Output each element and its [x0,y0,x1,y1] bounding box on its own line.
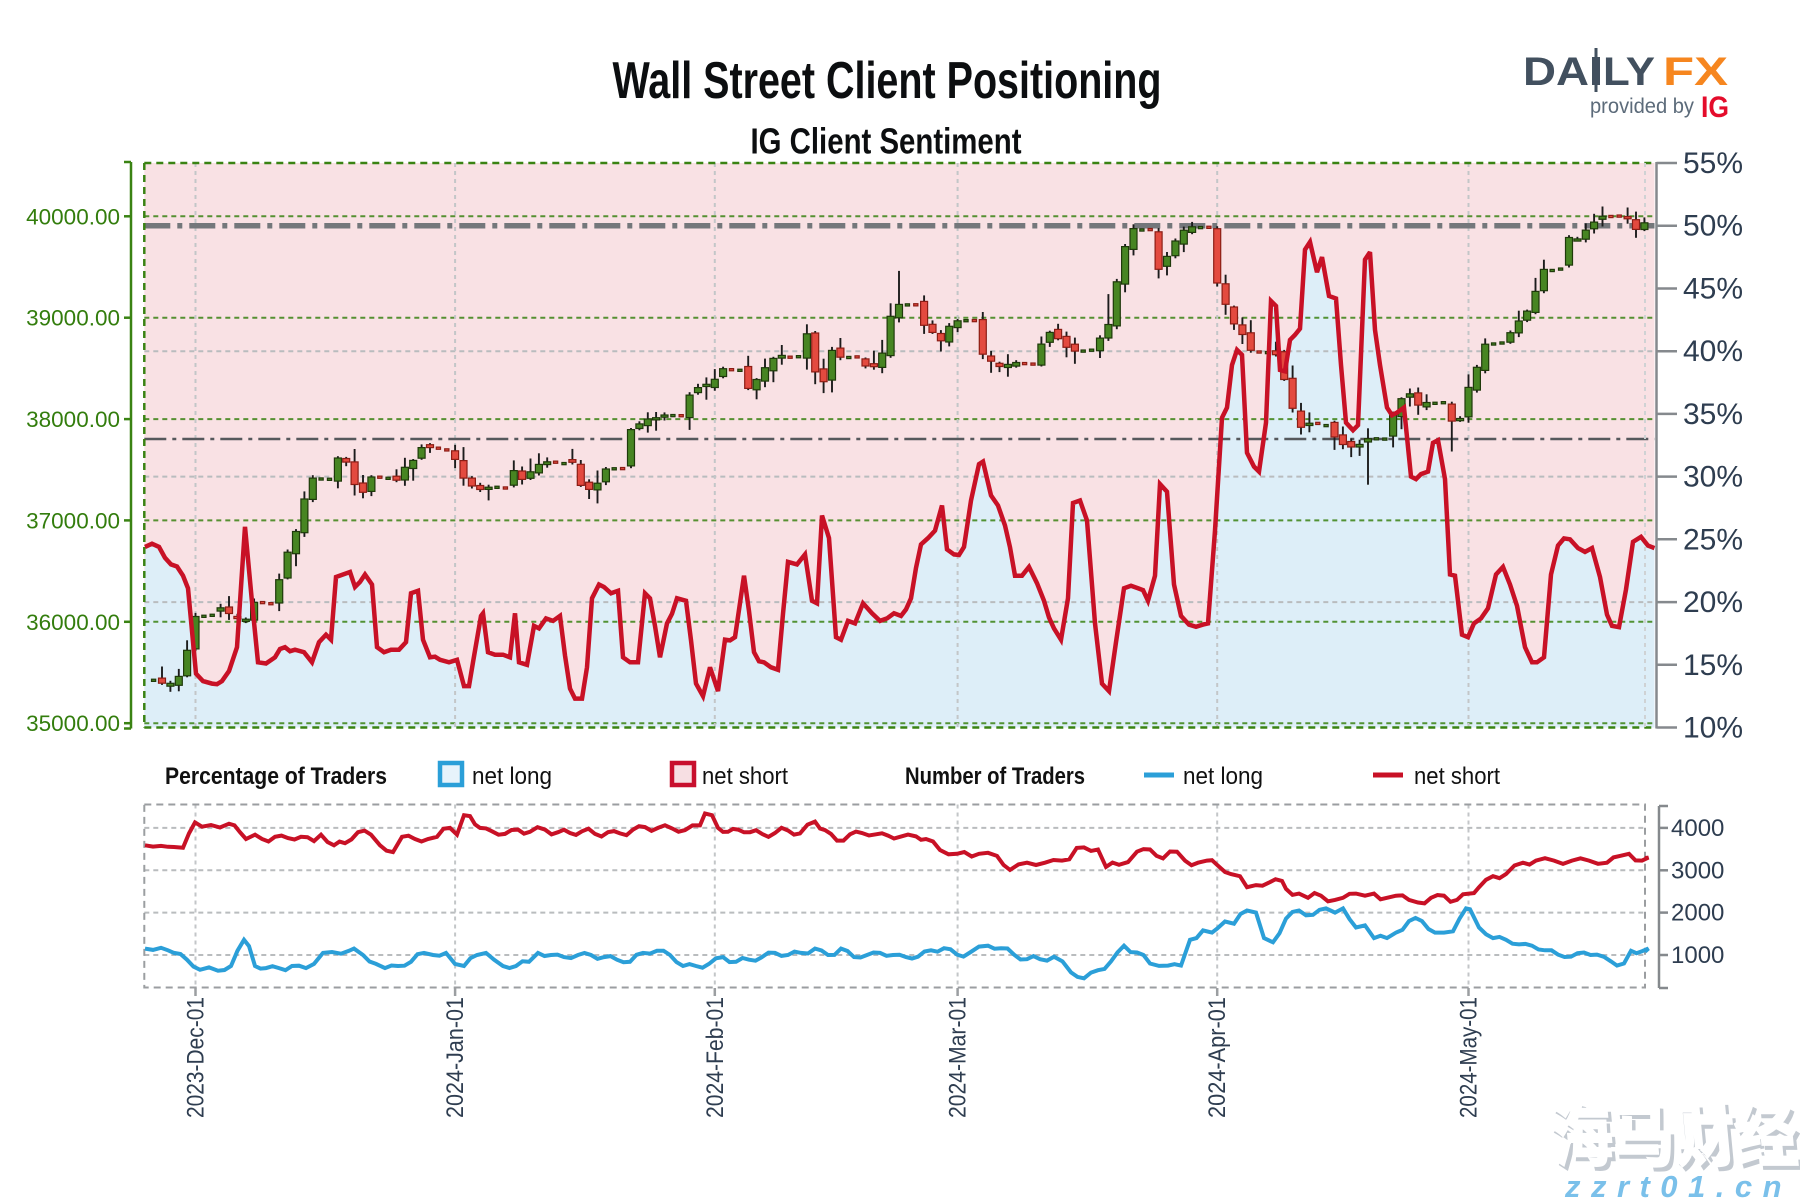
svg-text:net short: net short [702,763,788,790]
svg-text:50%: 50% [1683,210,1743,243]
svg-text:55%: 55% [1683,147,1743,180]
svg-text:39000.00: 39000.00 [26,306,120,331]
svg-text:1000: 1000 [1671,942,1724,969]
svg-text:zzrt01.cn: zzrt01.cn [1564,1169,1793,1200]
svg-text:15%: 15% [1683,649,1743,682]
svg-text:IG Client Sentiment: IG Client Sentiment [751,121,1022,162]
svg-text:2024-Apr-01: 2024-Apr-01 [1204,997,1231,1118]
svg-text:25%: 25% [1683,523,1743,556]
svg-text:30%: 30% [1683,461,1743,494]
svg-text:2000: 2000 [1671,900,1724,927]
svg-text:2024-Jan-01: 2024-Jan-01 [442,997,469,1118]
svg-text:37000.00: 37000.00 [26,508,120,533]
svg-text:net long: net long [472,763,552,790]
svg-text:35000.00: 35000.00 [26,711,120,736]
svg-text:LY: LY [1603,50,1655,94]
svg-text:38000.00: 38000.00 [26,407,120,432]
svg-text:2023-Dec-01: 2023-Dec-01 [183,997,210,1118]
svg-text:Number of Traders: Number of Traders [905,763,1085,790]
svg-text:45%: 45% [1683,273,1743,306]
svg-text:Wall Street Client Positioning: Wall Street Client Positioning [613,52,1162,110]
svg-text:40%: 40% [1683,335,1743,368]
svg-text:40000.00: 40000.00 [26,204,120,229]
svg-text:FX: FX [1663,50,1728,94]
svg-text:20%: 20% [1683,586,1743,619]
svg-text:2024-May-01: 2024-May-01 [1456,997,1483,1118]
svg-text:net short: net short [1414,763,1500,790]
svg-text:DA: DA [1523,50,1589,94]
svg-text:Percentage of Traders: Percentage of Traders [165,763,387,790]
svg-text:2024-Mar-01: 2024-Mar-01 [945,997,972,1118]
svg-text:provided by: provided by [1590,95,1694,118]
svg-text:10%: 10% [1683,712,1743,745]
svg-text:36000.00: 36000.00 [26,610,120,635]
svg-text:net long: net long [1183,763,1263,790]
svg-text:IG: IG [1701,91,1729,124]
svg-text:4000: 4000 [1671,815,1724,842]
svg-text:2024-Feb-01: 2024-Feb-01 [702,997,729,1118]
svg-text:3000: 3000 [1671,857,1724,884]
svg-text:35%: 35% [1683,398,1743,431]
